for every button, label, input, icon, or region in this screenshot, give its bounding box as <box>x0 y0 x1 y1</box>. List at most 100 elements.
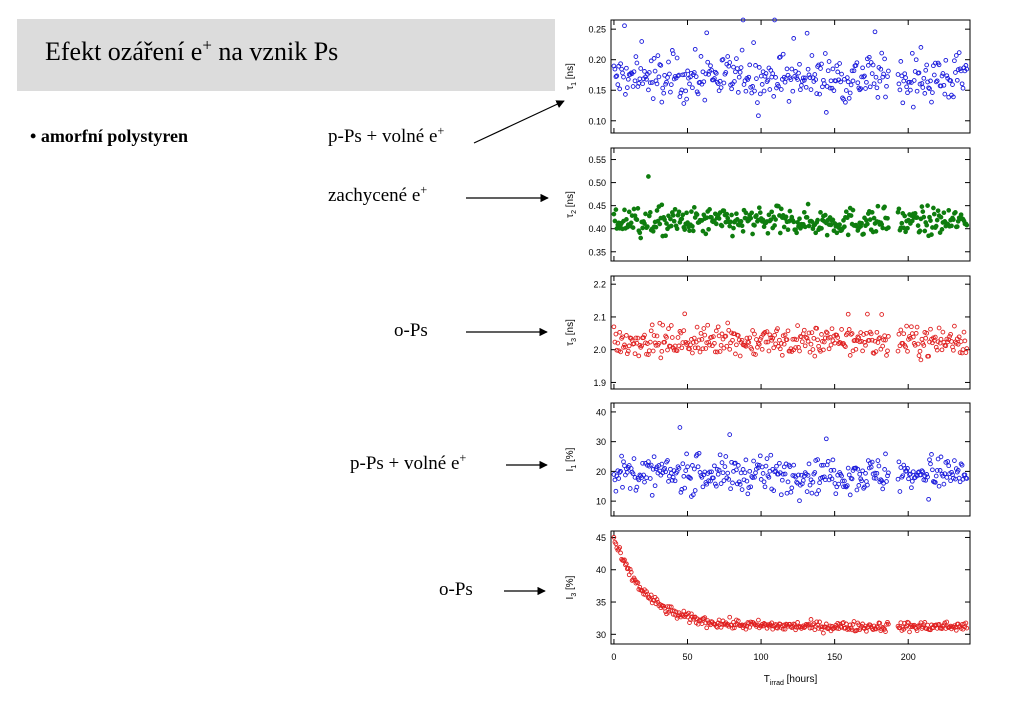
annotation-4-text: p-Ps + volné e <box>350 453 460 474</box>
data-point <box>782 471 788 477</box>
data-point <box>676 466 682 471</box>
y-tick-label: 0.55 <box>588 155 606 165</box>
panel-5-points <box>611 534 970 636</box>
data-point <box>808 87 814 92</box>
data-point <box>837 61 842 66</box>
x-axis-label: Tirrad [hours] <box>764 674 818 687</box>
y-label-unit: [ns] <box>565 319 576 338</box>
data-point <box>827 85 833 91</box>
data-point <box>747 62 753 68</box>
data-point <box>681 328 687 333</box>
data-point <box>828 468 834 473</box>
data-point <box>723 70 729 75</box>
data-point <box>939 347 945 353</box>
data-point <box>951 94 956 100</box>
data-point <box>681 101 687 106</box>
data-point <box>613 488 619 494</box>
data-point <box>795 620 800 625</box>
data-point <box>941 210 947 216</box>
data-point <box>813 230 819 236</box>
data-point <box>805 201 811 207</box>
data-point <box>828 78 834 84</box>
data-point <box>666 59 671 65</box>
data-point <box>762 73 768 79</box>
data-point <box>774 463 779 469</box>
data-point <box>650 96 656 101</box>
data-point <box>883 94 888 100</box>
data-point <box>677 94 683 100</box>
data-point <box>901 78 907 84</box>
data-point <box>882 627 887 632</box>
data-point <box>737 482 743 487</box>
data-point <box>772 17 777 23</box>
data-point <box>845 465 851 471</box>
data-point <box>754 76 759 81</box>
data-point <box>719 223 725 229</box>
data-point <box>633 335 639 341</box>
data-point <box>930 467 935 473</box>
data-point <box>851 619 857 624</box>
data-point <box>798 87 803 93</box>
data-point <box>786 99 792 104</box>
data-point <box>716 216 722 221</box>
panel-4: 10 20 30 40 I1 [%] <box>565 402 971 517</box>
data-point <box>812 353 818 359</box>
data-point <box>772 332 777 338</box>
data-point <box>703 71 709 77</box>
data-point <box>637 230 643 236</box>
data-point <box>791 219 797 225</box>
data-point <box>632 475 638 480</box>
data-point <box>704 340 710 346</box>
data-point <box>659 202 665 208</box>
data-point <box>940 71 946 76</box>
data-point <box>740 467 746 472</box>
data-point <box>823 329 829 335</box>
data-point <box>691 205 697 210</box>
data-point <box>647 339 653 345</box>
data-point <box>726 477 732 482</box>
data-point <box>684 210 689 216</box>
data-point <box>632 351 638 357</box>
data-point <box>788 346 794 352</box>
data-point <box>644 76 649 82</box>
data-point <box>678 90 684 96</box>
data-point <box>713 221 719 227</box>
data-point <box>756 113 761 119</box>
data-point <box>929 452 934 457</box>
data-point <box>615 340 621 346</box>
data-point <box>708 63 713 69</box>
data-point <box>618 349 623 355</box>
data-point <box>725 320 731 326</box>
data-point <box>901 225 907 231</box>
data-point <box>663 233 668 239</box>
data-point <box>634 60 640 66</box>
data-point <box>715 324 721 330</box>
data-point <box>733 460 738 466</box>
data-point <box>624 351 630 357</box>
data-point <box>768 452 774 458</box>
data-point <box>943 343 949 349</box>
data-point <box>898 59 904 64</box>
data-point <box>873 349 879 354</box>
data-point <box>647 476 653 481</box>
data-point <box>690 463 695 468</box>
data-point <box>780 51 786 57</box>
data-point <box>688 476 693 481</box>
data-point <box>711 334 716 339</box>
data-point <box>771 94 777 99</box>
data-point <box>809 490 815 496</box>
data-point <box>612 218 618 224</box>
data-point <box>948 331 953 337</box>
data-point <box>850 622 856 627</box>
data-point <box>795 77 800 82</box>
data-point <box>945 459 951 464</box>
y-tick-label: 30 <box>596 437 606 447</box>
data-point <box>752 88 757 94</box>
y-label-symbol: τ <box>565 214 576 218</box>
data-point <box>880 74 886 80</box>
data-point <box>756 65 762 70</box>
data-point <box>743 210 749 216</box>
data-point <box>666 326 671 331</box>
data-point <box>914 324 920 330</box>
data-point <box>646 348 652 354</box>
